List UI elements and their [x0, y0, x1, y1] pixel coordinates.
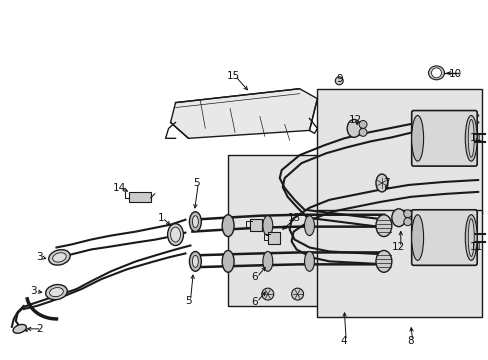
- Circle shape: [262, 288, 273, 300]
- Ellipse shape: [167, 224, 183, 246]
- FancyBboxPatch shape: [411, 111, 476, 166]
- Ellipse shape: [391, 209, 405, 227]
- Ellipse shape: [53, 253, 66, 262]
- Ellipse shape: [170, 227, 180, 242]
- Ellipse shape: [375, 174, 387, 192]
- Ellipse shape: [263, 251, 272, 271]
- Ellipse shape: [468, 219, 473, 256]
- Text: 6: 6: [251, 297, 258, 307]
- Polygon shape: [267, 231, 279, 243]
- Ellipse shape: [375, 251, 391, 272]
- Circle shape: [335, 77, 343, 85]
- Circle shape: [358, 121, 366, 129]
- Ellipse shape: [346, 120, 360, 137]
- Text: 10: 10: [448, 69, 461, 79]
- Circle shape: [403, 218, 411, 226]
- Ellipse shape: [49, 288, 63, 297]
- Text: 12: 12: [348, 116, 361, 126]
- Text: 11: 11: [468, 133, 482, 143]
- Polygon shape: [170, 89, 317, 138]
- Text: 13: 13: [287, 213, 301, 223]
- Ellipse shape: [192, 255, 198, 267]
- Text: 11: 11: [468, 243, 482, 252]
- Text: 4: 4: [340, 336, 347, 346]
- Ellipse shape: [263, 216, 272, 235]
- Bar: [228, 155, 388, 306]
- Text: 6: 6: [251, 272, 258, 282]
- Ellipse shape: [464, 215, 476, 260]
- Text: 5: 5: [185, 296, 191, 306]
- Text: 12: 12: [391, 243, 405, 252]
- Text: 14: 14: [112, 183, 125, 193]
- Ellipse shape: [192, 216, 198, 228]
- Circle shape: [358, 129, 366, 136]
- Ellipse shape: [189, 251, 201, 271]
- Ellipse shape: [304, 251, 314, 271]
- Ellipse shape: [464, 116, 476, 161]
- Ellipse shape: [468, 120, 473, 157]
- FancyBboxPatch shape: [411, 210, 476, 265]
- Ellipse shape: [222, 215, 234, 237]
- Bar: [129, 192, 150, 202]
- Bar: [317, 89, 481, 214]
- Ellipse shape: [427, 66, 444, 80]
- Ellipse shape: [304, 216, 314, 235]
- Text: 8: 8: [407, 336, 413, 346]
- Text: 3: 3: [30, 286, 37, 296]
- Circle shape: [431, 68, 441, 78]
- Text: 2: 2: [36, 324, 43, 334]
- Ellipse shape: [411, 215, 423, 260]
- Text: 5: 5: [193, 178, 199, 188]
- Text: 1: 1: [157, 213, 163, 223]
- Ellipse shape: [49, 250, 70, 265]
- Ellipse shape: [45, 284, 67, 300]
- Bar: [317, 210, 481, 317]
- Ellipse shape: [13, 324, 26, 333]
- Circle shape: [403, 210, 411, 218]
- Text: 15: 15: [226, 71, 239, 81]
- Circle shape: [291, 288, 303, 300]
- Ellipse shape: [375, 215, 391, 237]
- Ellipse shape: [411, 116, 423, 161]
- Ellipse shape: [222, 251, 234, 272]
- Text: 7: 7: [383, 178, 389, 188]
- Ellipse shape: [189, 212, 201, 231]
- Text: 3: 3: [36, 252, 43, 262]
- Polygon shape: [249, 219, 262, 231]
- Text: 9: 9: [335, 74, 342, 84]
